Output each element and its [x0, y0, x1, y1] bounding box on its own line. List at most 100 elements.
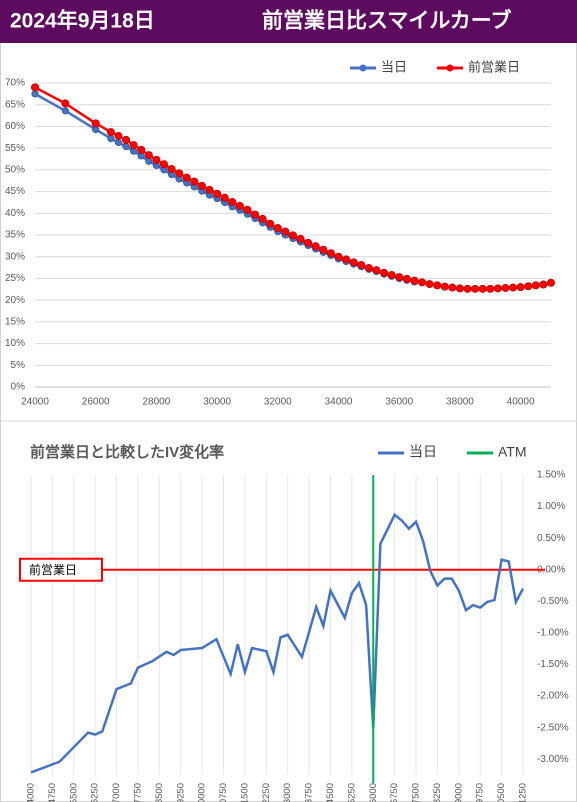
y-tick-label: 30% [5, 251, 25, 262]
series-marker [402, 274, 411, 283]
y-tick-label: 20% [5, 295, 25, 306]
series-marker [122, 142, 130, 151]
y-tick-label: -3.00% [537, 754, 569, 765]
series-marker [137, 145, 146, 154]
y-tick-label: 15% [5, 316, 25, 327]
x-tick-label: 33000 [282, 783, 293, 802]
series-marker [478, 284, 487, 293]
series-marker [319, 245, 328, 254]
x-tick-label: 36750 [389, 783, 400, 802]
series-marker [129, 141, 138, 150]
x-tick-label: 27000 [111, 783, 122, 802]
series-marker [167, 164, 176, 173]
x-tick-label: 41250 [518, 783, 529, 802]
series-marker [61, 107, 69, 115]
x-tick-label: 30000 [197, 783, 208, 802]
header-title: 前営業日比スマイルカーブ [262, 9, 511, 33]
legend-label: ATM [498, 444, 527, 460]
x-tick-label: 28500 [154, 783, 165, 802]
series-marker [107, 134, 115, 143]
series-marker [61, 99, 70, 108]
x-tick-label: 31500 [239, 783, 250, 802]
x-tick-label: 28000 [143, 397, 171, 408]
y-tick-label: 0% [11, 382, 26, 393]
x-tick-label: 32000 [264, 397, 292, 408]
series-marker [425, 280, 434, 289]
series-line [30, 512, 525, 774]
y-tick-label: 10% [5, 338, 25, 349]
series-marker [387, 270, 396, 279]
series-marker [539, 280, 548, 289]
series-marker [190, 177, 199, 186]
series-marker [471, 284, 480, 293]
x-tick-label: 36000 [368, 783, 379, 802]
x-tick-label: 30750 [218, 783, 229, 802]
x-tick-label: 36000 [385, 397, 413, 408]
legend-marker [446, 64, 454, 72]
series-marker [417, 278, 426, 287]
series-marker [258, 214, 267, 223]
series-marker [182, 173, 191, 182]
series-marker [205, 185, 214, 194]
series-marker [524, 282, 533, 291]
series-marker [304, 238, 313, 247]
y-tick-label: 40% [5, 208, 25, 219]
y-tick-label: 70% [5, 78, 25, 89]
legend-label: 当日 [409, 444, 437, 460]
series-marker [152, 155, 161, 164]
series-marker [395, 273, 404, 282]
series-marker [91, 119, 100, 128]
x-tick-label: 25500 [68, 783, 79, 802]
series-marker [547, 278, 556, 287]
x-tick-label: 32250 [261, 783, 272, 802]
series-marker [31, 90, 39, 98]
series-marker [281, 227, 290, 236]
series-marker [273, 224, 282, 233]
series-marker [197, 181, 206, 190]
series-marker [364, 264, 373, 273]
series-marker [159, 160, 168, 169]
series-marker [380, 268, 389, 277]
x-tick-label: 29250 [175, 783, 186, 802]
legend-label: 前営業日 [468, 59, 520, 74]
reference-label: 前営業日 [29, 562, 77, 577]
series-marker [106, 128, 115, 137]
series-marker [357, 260, 366, 269]
x-tick-label: 38000 [446, 397, 474, 408]
x-tick-label: 30000 [203, 397, 231, 408]
series-marker [175, 169, 184, 178]
x-tick-label: 24000 [26, 783, 37, 802]
series-marker [122, 135, 131, 144]
header-date: 2024年9月18日 [10, 9, 155, 33]
x-tick-label: 40500 [496, 783, 507, 802]
legend-marker [359, 64, 367, 72]
x-tick-label: 33750 [304, 783, 315, 802]
x-tick-label: 24750 [47, 783, 58, 802]
series-marker [448, 283, 457, 292]
series-marker [440, 282, 449, 291]
series-marker [288, 231, 297, 240]
series-marker [433, 281, 442, 290]
y-tick-label: 0.00% [537, 564, 565, 575]
x-tick-label: 38250 [432, 783, 443, 802]
series-marker [228, 197, 237, 206]
y-tick-label: 45% [5, 186, 25, 197]
x-tick-label: 34500 [325, 783, 336, 802]
series-marker [501, 283, 510, 292]
chart-title: 前営業日と比較したIV変化率 [30, 443, 224, 461]
y-tick-label: 35% [5, 230, 25, 241]
x-tick-label: 24000 [21, 397, 49, 408]
legend-label: 当日 [381, 59, 407, 74]
series-marker [410, 276, 419, 285]
series-marker [114, 138, 123, 147]
x-tick-label: 39750 [475, 783, 486, 802]
series-marker [342, 255, 351, 264]
reference-label-box [19, 557, 103, 582]
series-marker [30, 83, 39, 92]
y-tick-label: 50% [5, 164, 25, 175]
series-marker [531, 281, 540, 290]
series-marker [455, 284, 464, 293]
series-marker [334, 252, 343, 261]
x-tick-label: 39000 [453, 783, 464, 802]
series-marker [349, 258, 358, 267]
